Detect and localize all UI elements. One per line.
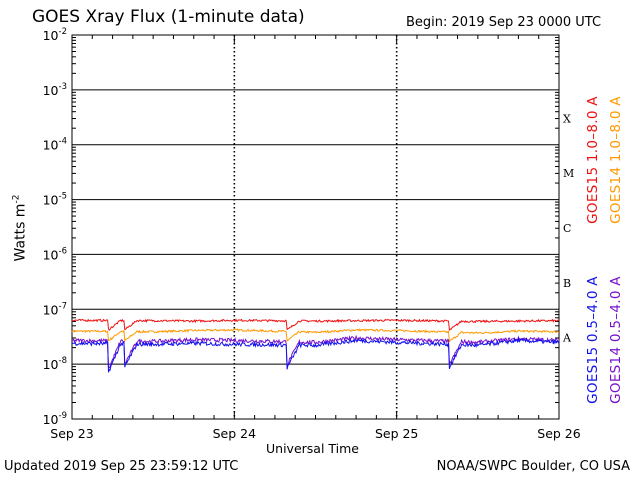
x-tick-label: Sep 26 xyxy=(537,426,580,441)
plot-frame xyxy=(71,34,560,420)
x-tick-label: Sep 23 xyxy=(50,426,93,441)
series-line-3 xyxy=(72,334,560,369)
y-tick-label: 10-4 xyxy=(43,137,67,153)
y-tick-label: 10-8 xyxy=(43,356,67,372)
y-tick-label: 10-7 xyxy=(43,301,67,317)
flare-class-label: A xyxy=(562,332,572,345)
legend-entry-goes15-short: GOES15 0.5–4.0 A xyxy=(585,276,601,404)
legend-entry-goes14-long: GOES14 1.0–8.0 A xyxy=(608,96,624,224)
chart-title: GOES Xray Flux (1-minute data) xyxy=(32,7,305,27)
y-tick-label: 10-5 xyxy=(43,192,67,208)
series-line-0 xyxy=(71,318,560,331)
legend-entry-goes15-long: GOES15 1.0–8.0 A xyxy=(585,96,601,224)
flare-class-label: C xyxy=(563,222,571,235)
series-line-1 xyxy=(71,328,560,343)
x-tick-label: Sep 24 xyxy=(213,426,256,441)
flare-class-label: M xyxy=(563,167,574,180)
x-axis-title: Universal Time xyxy=(266,441,359,456)
legend-entry-goes14-short: GOES14 0.5–4.0 A xyxy=(608,276,624,404)
y-tick-label: 10-6 xyxy=(43,246,67,262)
x-tick-label: Sep 25 xyxy=(375,426,418,441)
series-line-2 xyxy=(71,337,560,373)
begin-time-label: Begin: 2019 Sep 23 0000 UTC xyxy=(406,15,602,30)
credit-label: NOAA/SWPC Boulder, CO USA xyxy=(436,459,630,474)
updated-timestamp: Updated 2019 Sep 25 23:59:12 UTC xyxy=(4,459,239,474)
flare-class-label: B xyxy=(563,277,571,290)
flare-class-label: X xyxy=(563,112,571,125)
y-tick-label: 10-2 xyxy=(43,27,67,43)
y-tick-label: 10-3 xyxy=(43,82,67,98)
y-tick-label: 10-9 xyxy=(43,411,67,427)
